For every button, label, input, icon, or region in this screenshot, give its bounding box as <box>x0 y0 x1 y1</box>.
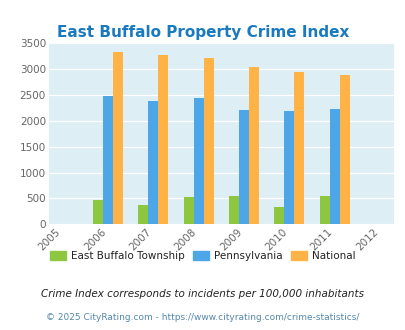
Bar <box>203 58 213 224</box>
Bar <box>239 110 248 224</box>
Bar <box>339 75 349 224</box>
Bar <box>138 205 148 224</box>
Bar <box>193 98 203 224</box>
Bar <box>158 55 168 224</box>
Bar <box>329 109 339 224</box>
Bar <box>183 197 193 224</box>
Bar <box>148 101 158 224</box>
Bar <box>113 52 122 224</box>
Text: East Buffalo Property Crime Index: East Buffalo Property Crime Index <box>57 25 348 41</box>
Bar <box>248 67 258 224</box>
Bar <box>102 96 113 224</box>
Bar <box>228 196 239 224</box>
Bar <box>274 207 284 224</box>
Legend: East Buffalo Township, Pennsylvania, National: East Buffalo Township, Pennsylvania, Nat… <box>46 247 359 265</box>
Text: Crime Index corresponds to incidents per 100,000 inhabitants: Crime Index corresponds to incidents per… <box>41 289 364 299</box>
Bar <box>319 196 329 224</box>
Bar <box>284 111 294 224</box>
Text: © 2025 CityRating.com - https://www.cityrating.com/crime-statistics/: © 2025 CityRating.com - https://www.city… <box>46 313 359 322</box>
Bar <box>92 200 102 224</box>
Bar <box>294 72 304 224</box>
